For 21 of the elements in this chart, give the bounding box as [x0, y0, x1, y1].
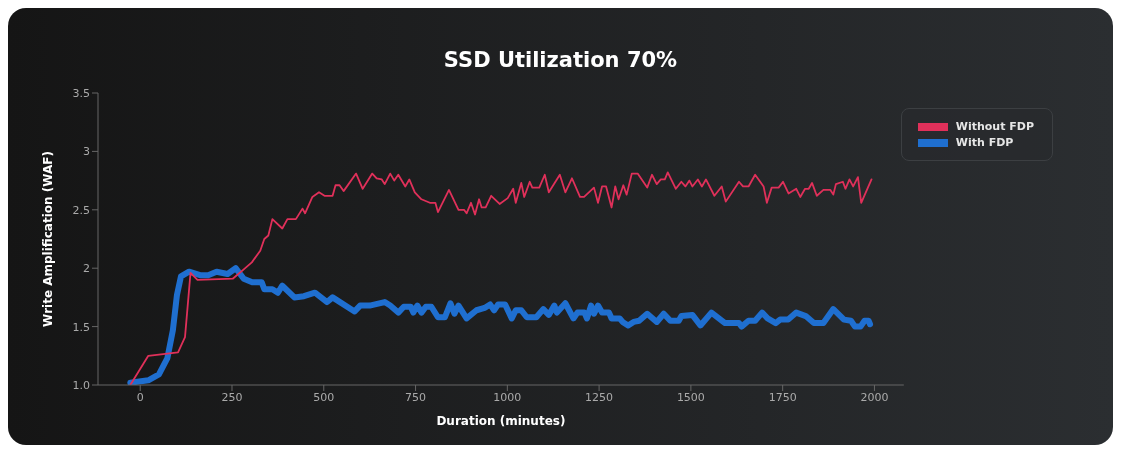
- x-tick-label: 500: [313, 390, 335, 404]
- line-series: [129, 171, 873, 385]
- y-tick-label: 1.5: [72, 320, 90, 334]
- y-tick-label: 3: [83, 145, 90, 159]
- y-tick-label: 3.5: [72, 86, 90, 100]
- x-tick-label: 2000: [860, 390, 889, 404]
- x-tick-label: 1500: [676, 390, 705, 404]
- x-tick-label: 1750: [768, 390, 797, 404]
- x-tick-label: 1000: [493, 390, 522, 404]
- legend-label: With FDP: [955, 136, 1014, 149]
- legend-label: Without FDP: [955, 120, 1034, 133]
- x-axis-title: Duration (minutes): [436, 414, 566, 428]
- x-tick-label: 1250: [585, 390, 614, 404]
- x-tick-label: 750: [405, 390, 427, 404]
- y-tick-label: 1.0: [72, 378, 90, 392]
- x-tick-label: 0: [136, 390, 144, 404]
- chart-title: SSD Utilization 70%: [442, 48, 679, 72]
- y-axis-title: Write Amplification (WAF): [41, 151, 56, 327]
- x-tick-label: 250: [221, 390, 243, 404]
- y-tick-label: 2: [83, 262, 90, 276]
- y-tick-label: 2.5: [72, 203, 90, 217]
